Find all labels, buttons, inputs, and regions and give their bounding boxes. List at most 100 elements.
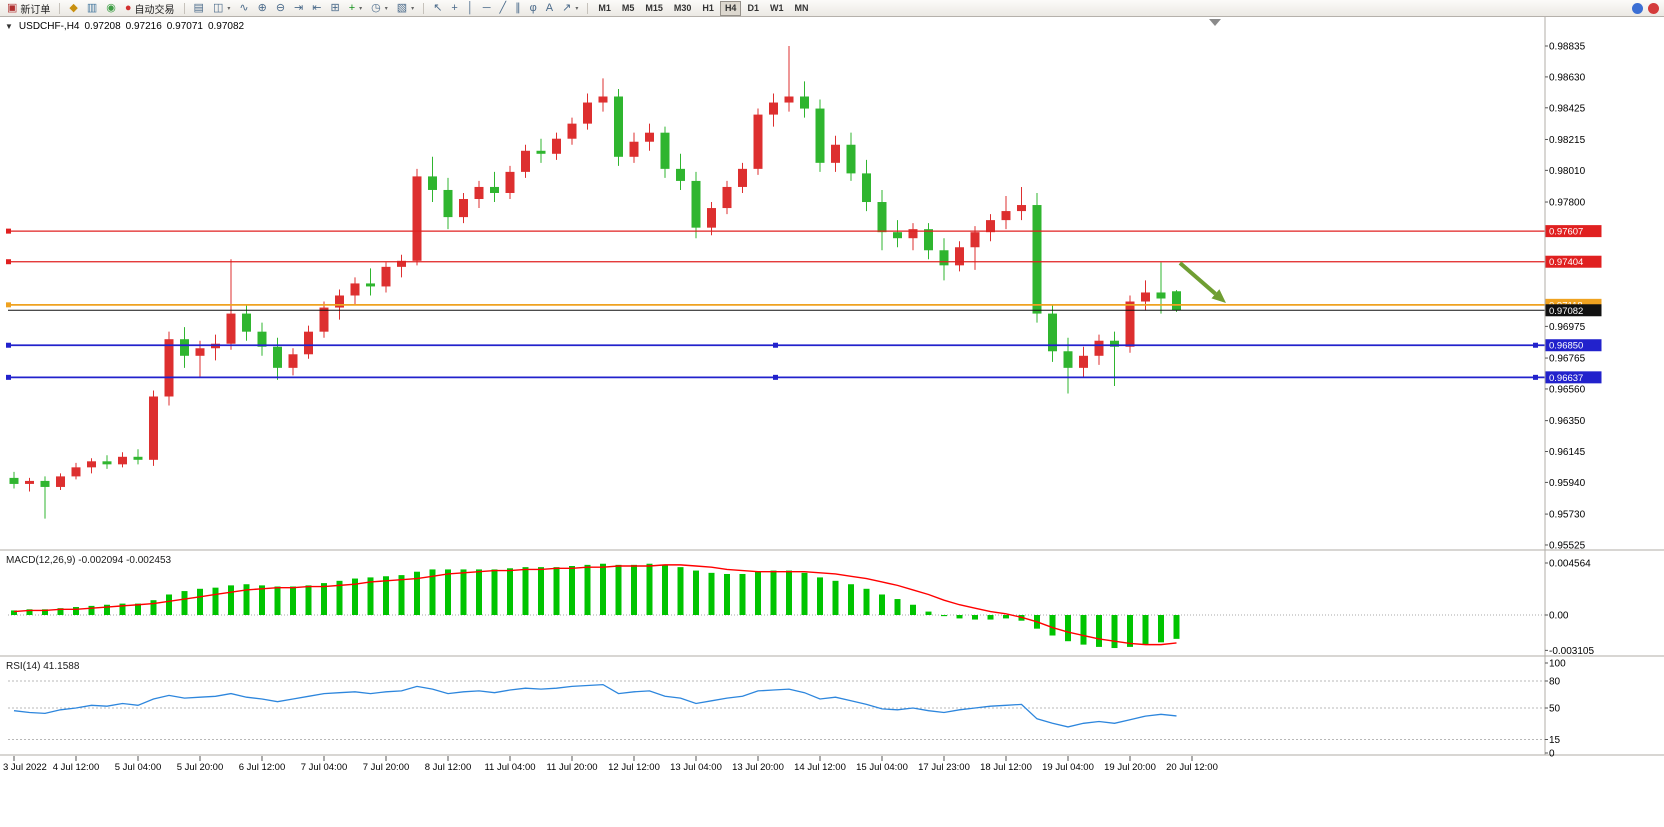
news-alert-icon[interactable] [1648, 2, 1659, 14]
zoom-out-button[interactable]: ⊖ [272, 1, 289, 16]
timeframe-d1-button[interactable]: D1 [742, 1, 764, 16]
grid-icon: ⊞ [330, 1, 340, 14]
toolbar-group-charts: ▤ ◫ ▾ ∿ ⊕ ⊖ ⇥ ⇤ ⊞ + ▾ ◷ ▾ ▧ ▾ [190, 1, 419, 16]
macd-histogram-bar [538, 567, 544, 615]
community-icon[interactable] [1632, 2, 1643, 14]
candle-body [536, 150, 546, 154]
macd-histogram-bar [460, 569, 467, 615]
zoom-out-icon: ⊖ [275, 1, 286, 14]
bar-chart-button[interactable]: ▤ [190, 1, 208, 16]
macd-histogram-bar [150, 600, 157, 615]
macd-histogram-bar [57, 608, 64, 615]
trend-arrow-annotation[interactable] [1178, 261, 1217, 296]
text-button[interactable]: A [542, 1, 557, 16]
timeframe-m5-button[interactable]: M5 [617, 1, 640, 16]
timeframe-h1-button[interactable]: H1 [697, 1, 719, 16]
line-chart-button[interactable]: ∿ [235, 1, 252, 16]
periods-button[interactable]: ◷ ▾ [367, 1, 392, 16]
timeframe-mn-button[interactable]: MN [789, 1, 813, 16]
price-scale-label: 0.96975 [1549, 322, 1586, 333]
macd-histogram-bar [662, 564, 668, 615]
candle-body [40, 480, 50, 487]
new-order-icon: ▣ [7, 1, 18, 14]
crosshair-button[interactable]: + [447, 1, 461, 16]
candle-body [273, 346, 282, 368]
auto-scroll-icon: ⇥ [294, 1, 304, 14]
line-handle[interactable] [6, 302, 11, 308]
macd-histogram-bar [166, 594, 172, 615]
timeframe-m1-button[interactable]: M1 [593, 1, 616, 16]
trendline-button[interactable]: ╱ [496, 1, 511, 16]
data-window-button[interactable]: ▥ [83, 1, 101, 16]
vertical-line-button[interactable]: │ [463, 1, 478, 16]
line-handle[interactable] [6, 342, 11, 348]
candle-body [474, 186, 484, 200]
timeframe-w1-button[interactable]: W1 [765, 1, 789, 16]
channel-button[interactable]: ∥ [511, 1, 525, 16]
market-watch-button[interactable]: ◆ [65, 1, 81, 16]
candle-body [1172, 291, 1181, 311]
macd-signal-line [13, 564, 1177, 646]
indicators-button[interactable]: + ▾ [345, 1, 366, 16]
new-order-button[interactable]: ▣ 新订单 [3, 1, 54, 16]
price-label-badge-text: 0.97404 [1549, 257, 1583, 268]
templates-button[interactable]: ▧ ▾ [393, 1, 418, 16]
macd-scale-label: 0.004564 [1549, 558, 1591, 569]
time-scale-label: 13 Jul 20:00 [732, 762, 784, 773]
line-handle[interactable] [773, 374, 778, 380]
arrows-button[interactable]: ↗ ▾ [558, 1, 582, 16]
macd-histogram-bar [801, 572, 808, 615]
macd-histogram-bar [197, 588, 203, 615]
macd-histogram-bar [910, 604, 916, 615]
chart-shift-icon: ⇤ [312, 1, 322, 14]
candle-body [1001, 211, 1011, 221]
data-window-icon: ▥ [86, 1, 98, 14]
line-handle[interactable] [6, 259, 11, 265]
line-handle[interactable] [6, 228, 11, 234]
zoom-in-button[interactable]: ⊕ [254, 1, 271, 16]
market-watch-icon: ◆ [69, 1, 78, 14]
horizontal-line-button[interactable]: ─ [479, 1, 495, 16]
bar-chart-icon: ▤ [193, 1, 204, 14]
candle-body [304, 331, 313, 355]
candle-body [319, 307, 329, 332]
time-scale-label: 5 Jul 04:00 [115, 762, 161, 773]
auto-scroll-button[interactable]: ⇥ [290, 1, 307, 16]
candle-body [970, 232, 980, 248]
line-handle[interactable] [6, 374, 11, 380]
macd-histogram-bar [445, 569, 451, 615]
candle-body [784, 96, 794, 103]
line-handle[interactable] [1533, 374, 1538, 380]
navigator-button[interactable]: ◉ [102, 1, 120, 16]
line-handle[interactable] [773, 342, 778, 348]
price-scale-label: 0.96145 [1549, 447, 1586, 458]
fibonacci-button[interactable]: φ [526, 1, 541, 16]
candlestick-chart-button[interactable]: ◫ ▾ [209, 1, 234, 16]
price-scale-label: 0.98215 [1549, 135, 1586, 146]
timeframe-h4-button[interactable]: H4 [719, 0, 742, 16]
macd-histogram-bar [925, 611, 932, 615]
chart-shift-button[interactable]: ⇤ [308, 1, 325, 16]
cursor-button[interactable]: ↖ [429, 1, 446, 16]
timeframe-m30-button[interactable]: M30 [669, 1, 697, 16]
macd-histogram-bar [1142, 615, 1149, 645]
candle-body [800, 96, 809, 109]
line-handle[interactable] [1533, 342, 1538, 348]
auto-trading-button[interactable]: ● 自动交易 [121, 1, 179, 16]
macd-label: MACD(12,26,9) -0.002094 -0.002453 [6, 555, 172, 566]
channel-icon: ∥ [515, 1, 521, 14]
macd-histogram-bar [274, 586, 281, 615]
macd-histogram-bar [73, 607, 79, 615]
macd-histogram-bar [739, 573, 746, 615]
timeframe-m15-button[interactable]: M15 [640, 1, 668, 16]
toolbar-separator [183, 2, 185, 14]
trendline-icon: ╱ [499, 1, 507, 14]
symbol-dropdown-icon[interactable]: ▼ [5, 22, 13, 31]
candle-body [366, 283, 375, 287]
candle-body [226, 313, 236, 344]
trend-arrow-head[interactable] [1211, 289, 1226, 303]
ohlc-low: 0.97071 [166, 21, 203, 32]
chart-shift-marker[interactable] [1209, 19, 1221, 26]
grid-button[interactable]: ⊞ [326, 1, 343, 16]
